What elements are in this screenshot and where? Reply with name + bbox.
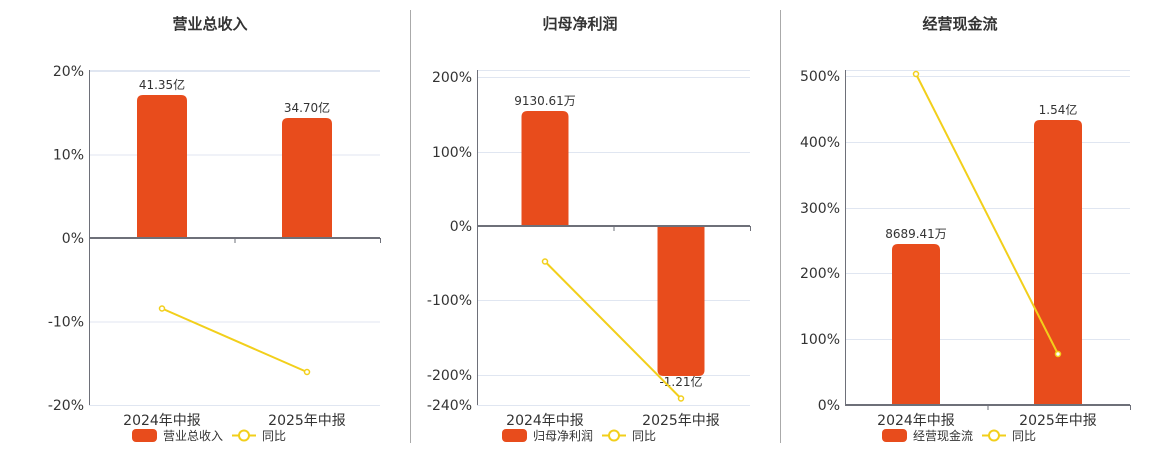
yoy-line bbox=[161, 307, 308, 373]
yoy-line bbox=[544, 260, 682, 400]
yoy-point[interactable] bbox=[677, 395, 685, 402]
y-tick-label: 0% bbox=[62, 231, 84, 247]
charts-container: 营业总收入 20% 10% 0% -10% -20% 41.35亿 34.70亿 2024年中报… bbox=[48, 15, 1131, 443]
chart-legend: 营业总收入 同比 bbox=[132, 429, 286, 443]
x-category-label: 2024年中报 bbox=[877, 413, 955, 429]
bar-value-label: 41.35亿 bbox=[139, 77, 185, 92]
y-tick-label: 0% bbox=[818, 398, 840, 414]
chart-2: 归母净利润 200% 100% 0% -100% -200% -240% 9130.61万 -1… bbox=[427, 15, 751, 443]
bar[interactable] bbox=[657, 226, 705, 376]
legend-circle-marker-icon bbox=[238, 429, 250, 442]
legend-item-line[interactable]: 同比 bbox=[232, 429, 286, 443]
y-tick-label: 500% bbox=[800, 69, 840, 85]
bar-value-label: 34.70亿 bbox=[284, 100, 330, 115]
y-tick-label: -240% bbox=[427, 398, 472, 414]
legend-label: 营业总收入 bbox=[163, 429, 223, 443]
y-tick-label: 100% bbox=[800, 332, 840, 348]
legend-item-bar[interactable]: 营业总收入 bbox=[132, 429, 223, 443]
legend-circle-marker-icon bbox=[988, 429, 1000, 442]
y-tick-label: -20% bbox=[48, 398, 84, 414]
bar[interactable] bbox=[1034, 120, 1082, 405]
y-tick-label: -100% bbox=[427, 293, 472, 309]
legend-item-bar[interactable]: 归母净利润 bbox=[502, 429, 593, 443]
panel-dividers bbox=[410, 10, 781, 443]
y-tick-label: -200% bbox=[427, 368, 472, 384]
yoy-point[interactable] bbox=[541, 258, 549, 265]
bar[interactable] bbox=[137, 95, 187, 238]
legend-item-line[interactable]: 同比 bbox=[602, 429, 656, 443]
legend-item-bar[interactable]: 经营现金流 bbox=[882, 428, 973, 443]
chart-1: 营业总收入 20% 10% 0% -10% -20% 41.35亿 34.70亿 2024年中报… bbox=[48, 15, 381, 443]
chart-legend: 归母净利润 同比 bbox=[502, 429, 656, 443]
legend-bar-swatch-icon bbox=[132, 429, 157, 442]
y-tick-label: 100% bbox=[432, 145, 472, 161]
bar[interactable] bbox=[282, 118, 332, 238]
yoy-point[interactable] bbox=[303, 368, 311, 376]
y-tick-label: 400% bbox=[800, 135, 840, 151]
y-tick-label: 10% bbox=[53, 148, 84, 164]
y-tick-label: 200% bbox=[800, 266, 840, 282]
bar-value-label: 8689.41万 bbox=[885, 227, 947, 241]
bar-value-label: 9130.61万 bbox=[514, 94, 576, 108]
chart-title: 经营现金流 bbox=[922, 15, 997, 33]
bar[interactable] bbox=[521, 111, 569, 226]
x-category-label: 2025年中报 bbox=[268, 413, 346, 429]
legend-label: 同比 bbox=[262, 429, 286, 443]
yoy-point[interactable] bbox=[1054, 350, 1062, 358]
chart-legend: 经营现金流 同比 bbox=[882, 428, 1036, 443]
yoy-point[interactable] bbox=[912, 70, 920, 78]
legend-label: 同比 bbox=[1012, 429, 1036, 443]
x-category-label: 2024年中报 bbox=[123, 413, 201, 429]
legend-label: 归母净利润 bbox=[533, 429, 593, 443]
chart-title: 营业总收入 bbox=[172, 15, 247, 33]
legend-bar-swatch-icon bbox=[882, 429, 907, 442]
chart-3: 经营现金流 500% 400% 300% 200% 100% 0% 8689.41万 1.54亿… bbox=[800, 15, 1131, 443]
y-tick-label: 200% bbox=[432, 70, 472, 86]
y-tick-label: 300% bbox=[800, 201, 840, 217]
bar-value-label: -1.21亿 bbox=[659, 374, 702, 389]
y-tick-label: 0% bbox=[450, 219, 472, 235]
x-category-label: 2025年中报 bbox=[1019, 413, 1097, 429]
legend-circle-marker-icon bbox=[608, 429, 620, 442]
yoy-line bbox=[915, 73, 1059, 355]
y-tick-label: 20% bbox=[53, 64, 84, 80]
legend-label: 同比 bbox=[632, 429, 656, 443]
yoy-point[interactable] bbox=[158, 305, 166, 312]
x-category-label: 2025年中报 bbox=[642, 413, 720, 429]
x-category-label: 2024年中报 bbox=[506, 413, 584, 429]
y-tick-label: -10% bbox=[48, 315, 84, 331]
legend-bar-swatch-icon bbox=[502, 429, 527, 442]
bar-value-label: 1.54亿 bbox=[1039, 102, 1078, 117]
chart-title: 归母净利润 bbox=[542, 15, 617, 33]
legend-item-line[interactable]: 同比 bbox=[982, 429, 1036, 443]
legend-label: 经营现金流 bbox=[913, 428, 973, 443]
bar[interactable] bbox=[892, 244, 940, 405]
